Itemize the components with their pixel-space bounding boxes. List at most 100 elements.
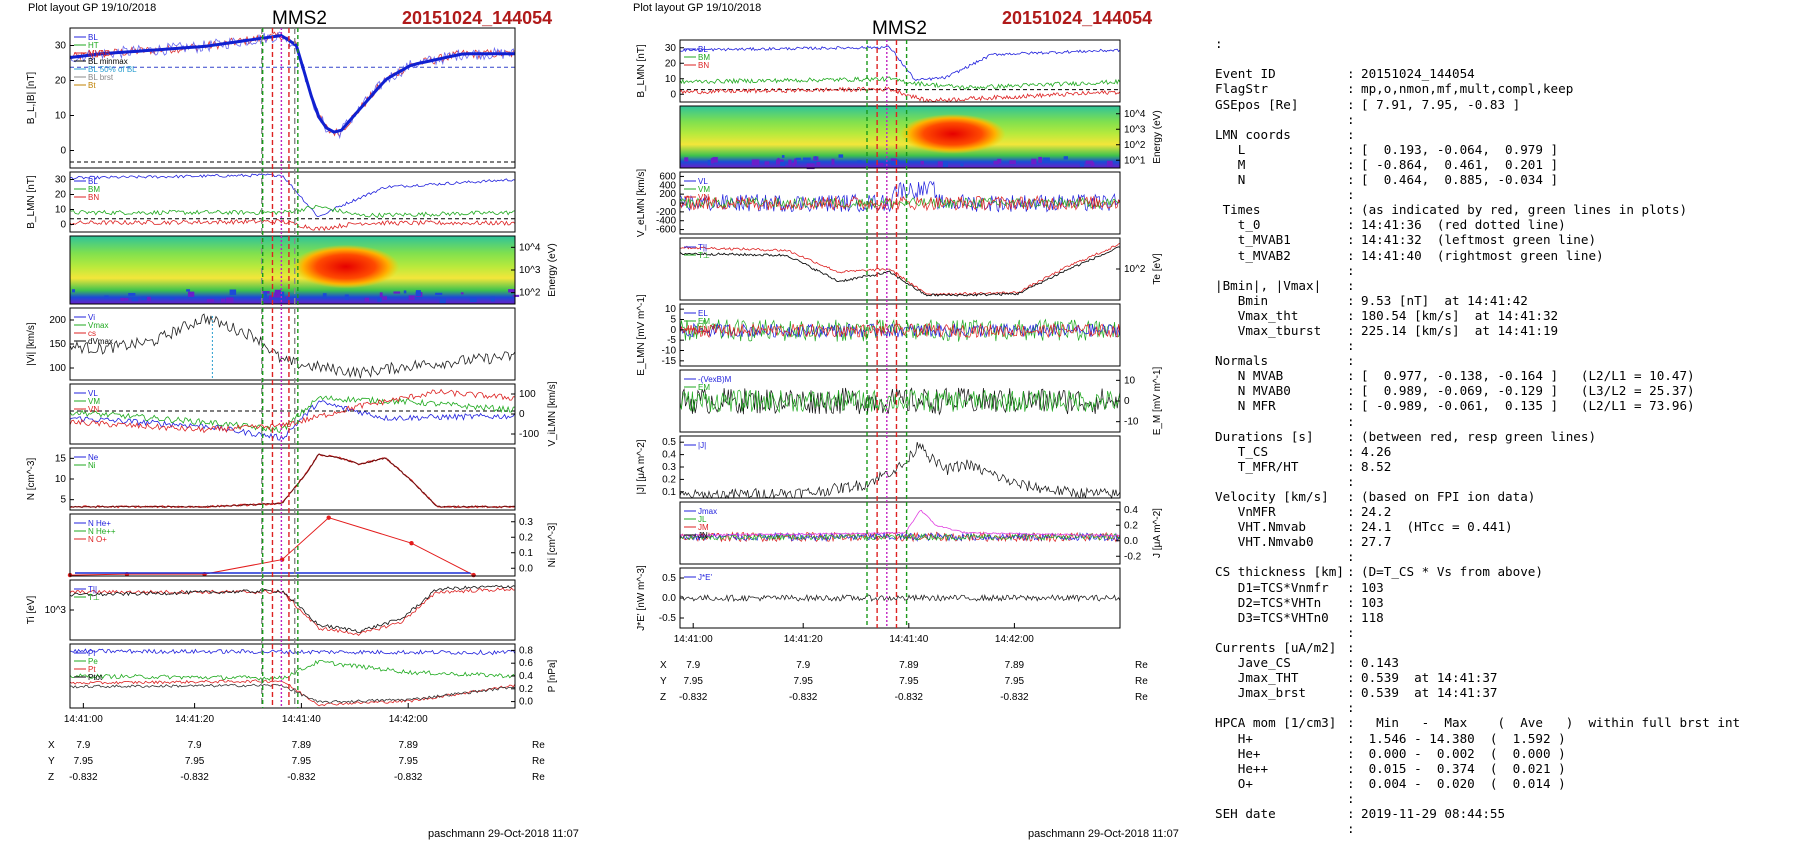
y-tick-label: 0.5 <box>662 437 676 448</box>
summary-colon: : <box>1347 624 1355 640</box>
summary-row: Event ID:20151024_144054 <box>1215 66 1800 81</box>
series-line <box>69 400 516 441</box>
summary-row: GSEpos [Re]: [ 7.91, 7.95, -0.83 ] <box>1215 97 1800 112</box>
summary-colon: : <box>1347 398 1355 414</box>
legend-label: T⊥ <box>698 251 710 260</box>
legend-label: VL <box>698 177 708 186</box>
spectrogram-speckle <box>891 159 899 166</box>
spectrogram-speckle <box>920 160 924 165</box>
summary-row: HPCA mom [1/cm3]: Min - Max ( Ave ) with… <box>1215 715 1800 730</box>
right-header-note: Plot layout GP 19/10/2018 <box>633 2 762 14</box>
spectrogram-speckle <box>469 297 477 303</box>
spectrogram-speckle <box>263 291 268 298</box>
summary-row: VnMFR:24.2 <box>1215 504 1800 519</box>
position-value: -0.832 <box>679 692 708 703</box>
position-value: 7.95 <box>74 756 94 767</box>
summary-key: T_MFR/HT <box>1215 458 1299 474</box>
legend-label: N He+ <box>88 519 111 528</box>
summary-key: Times <box>1215 202 1261 218</box>
panel-frame <box>69 513 516 577</box>
position-value: 7.9 <box>76 740 90 751</box>
spectrogram-speckle <box>1009 160 1016 165</box>
y-tick-label: 20 <box>665 58 677 69</box>
summary-colon: : <box>1347 81 1355 97</box>
y-tick-label: 20 <box>55 190 67 201</box>
position-value: 7.95 <box>683 676 703 687</box>
position-value: 7.89 <box>899 660 919 671</box>
position-value: 7.95 <box>1005 676 1025 687</box>
position-unit: Re <box>1135 676 1148 687</box>
y-tick-label: 0.2 <box>519 684 533 695</box>
spectrogram-speckle <box>780 161 786 166</box>
summary-value: 0.539 at 14:41:37 <box>1361 670 1498 686</box>
y-axis-label: V_eLMN [km/s] <box>636 169 647 238</box>
left-event-title: 20151024_144054 <box>402 8 553 28</box>
summary-value: mp,o,nmon,mf,mult,compl,keep <box>1361 81 1574 97</box>
summary-row: Currents [uA/m2]: <box>1215 640 1800 655</box>
y-tick-label: 30 <box>665 43 677 54</box>
legend-label: BL minmax <box>88 57 128 66</box>
legend-label: Ne <box>88 453 99 462</box>
summary-colon: : <box>1347 141 1355 157</box>
summary-key: D3=TCS*VHTn0 <box>1215 609 1329 625</box>
y-axis-label: E_LMN [mV m^-1] <box>636 294 647 376</box>
legend-label: Vi <box>88 313 95 322</box>
spectrogram-speckle <box>1042 157 1050 163</box>
series-line <box>679 76 1121 90</box>
y-tick-label: -10 <box>662 346 677 357</box>
summary-colon: : <box>1347 428 1355 444</box>
y-tick-label: -600 <box>656 225 676 236</box>
y-tick-label: 200 <box>49 315 66 326</box>
spectrogram-speckle <box>816 162 821 166</box>
legend-label: BM <box>88 185 100 194</box>
y-tick-label: 0.4 <box>662 450 676 461</box>
y-tick-label: 0 <box>519 409 525 420</box>
position-row-label: Y <box>660 676 667 687</box>
summary-value: [ 0.464, 0.885, -0.034 ] <box>1361 172 1559 188</box>
y-tick-label: 10^4 <box>1124 109 1146 120</box>
spectrogram-speckle <box>379 292 383 298</box>
series-line <box>679 389 1121 414</box>
summary-key: N MVAB0 <box>1215 383 1291 399</box>
spectrogram-speckle <box>942 161 948 168</box>
spectrogram-speckle <box>206 299 215 303</box>
y-axis-label: Energy (eV) <box>1152 110 1163 163</box>
summary-row: N MVAB0: [ 0.989, -0.069, -0.129 ] (L3/L2… <box>1215 383 1800 398</box>
summary-key: H+ <box>1215 730 1253 746</box>
legend-label: EM <box>698 317 710 326</box>
spectrogram-speckle <box>403 290 407 294</box>
spectrogram-speckle <box>141 296 147 301</box>
summary-key: HPCA mom [1/cm3] <box>1215 715 1337 731</box>
legend-label: Ptot <box>88 673 103 682</box>
y-tick-label: 5 <box>60 495 66 506</box>
summary-value: 118 <box>1361 609 1384 625</box>
y-tick-label: 0 <box>1124 396 1130 407</box>
spectrogram-speckle <box>364 297 370 302</box>
summary-row: : <box>1215 549 1800 564</box>
legend-label: BN <box>698 61 709 70</box>
y-tick-label: 0.5 <box>662 573 676 584</box>
legend-label: J*E' <box>698 573 712 582</box>
summary-colon: : <box>1347 443 1355 459</box>
summary-colon: : <box>1347 760 1355 776</box>
panel-frame <box>69 307 516 381</box>
summary-key: He++ <box>1215 760 1269 776</box>
legend-label: VN <box>88 405 99 414</box>
summary-colon: : <box>1347 187 1355 203</box>
summary-value: (D=T_CS * Vs from above) <box>1361 564 1543 580</box>
summary-colon: : <box>1347 775 1355 791</box>
series-line <box>69 584 516 633</box>
y-tick-label: 0.2 <box>662 474 676 485</box>
panel-frame <box>679 39 1121 103</box>
summary-colon: : <box>1347 655 1355 671</box>
summary-colon: : <box>1347 745 1355 761</box>
y-tick-label: 0 <box>60 220 66 231</box>
y-tick-label: 0.0 <box>519 697 533 708</box>
summary-colon: : <box>1347 111 1355 127</box>
y-tick-label: 30 <box>55 175 67 186</box>
panel-frame <box>679 501 1121 565</box>
summary-value: 2019-11-29 08:44:55 <box>1361 805 1506 821</box>
y-tick-label: -15 <box>662 356 677 367</box>
series-line <box>69 683 516 704</box>
position-value: -0.832 <box>180 772 209 783</box>
